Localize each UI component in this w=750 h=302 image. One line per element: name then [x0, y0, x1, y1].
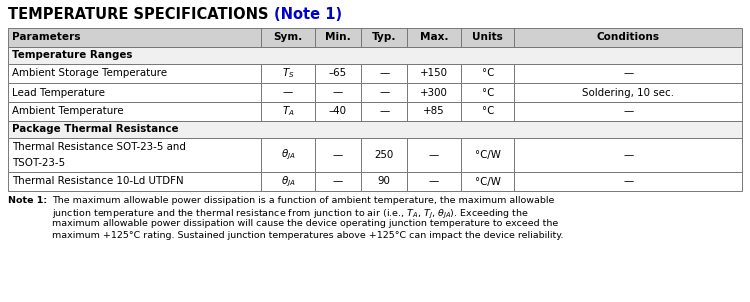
Text: Min.: Min.	[325, 33, 351, 43]
Bar	[261, 172, 315, 191]
Text: —: —	[379, 107, 389, 117]
Text: Conditions: Conditions	[597, 33, 660, 43]
Bar	[461, 83, 514, 102]
Bar	[8, 121, 742, 138]
Text: +300: +300	[420, 88, 448, 98]
Bar	[315, 64, 361, 83]
Text: $T_S$: $T_S$	[282, 67, 294, 80]
Bar	[315, 83, 361, 102]
Text: +150: +150	[420, 69, 448, 79]
Text: Max.: Max.	[420, 33, 448, 43]
Text: maximum +125°C rating. Sustained junction temperatures above +125°C can impact t: maximum +125°C rating. Sustained junctio…	[52, 230, 563, 239]
Bar	[461, 172, 514, 191]
Text: $T_A$: $T_A$	[282, 104, 294, 118]
Bar	[315, 102, 361, 121]
Text: $\theta_{JA}$: $\theta_{JA}$	[280, 174, 296, 189]
Bar	[407, 102, 461, 121]
Bar	[315, 28, 361, 47]
Text: —: —	[333, 150, 343, 160]
Bar	[8, 83, 261, 102]
Text: +85: +85	[423, 107, 445, 117]
Text: —: —	[623, 69, 633, 79]
Text: —: —	[623, 176, 633, 187]
Bar	[8, 47, 742, 64]
Text: —: —	[333, 176, 343, 187]
Text: —: —	[283, 88, 293, 98]
Bar	[461, 102, 514, 121]
Text: Temperature Ranges: Temperature Ranges	[12, 50, 132, 60]
Text: (Note 1): (Note 1)	[274, 7, 342, 22]
Bar	[407, 64, 461, 83]
Text: °C: °C	[482, 107, 494, 117]
Text: Ambient Storage Temperature: Ambient Storage Temperature	[12, 69, 167, 79]
Text: –65: –65	[328, 69, 347, 79]
Text: °C/W: °C/W	[475, 176, 500, 187]
Text: —: —	[333, 88, 343, 98]
Bar	[261, 28, 315, 47]
Text: junction temperature and the thermal resistance from junction to air (i.e., $T_A: junction temperature and the thermal res…	[52, 207, 529, 220]
Text: °C: °C	[482, 88, 494, 98]
Text: —: —	[379, 88, 389, 98]
Bar	[361, 64, 407, 83]
Bar	[514, 172, 742, 191]
Text: Thermal Resistance 10-Ld UTDFN: Thermal Resistance 10-Ld UTDFN	[12, 176, 184, 187]
Bar	[261, 138, 315, 172]
Text: °C/W: °C/W	[475, 150, 500, 160]
Bar	[261, 102, 315, 121]
Text: —: —	[623, 150, 633, 160]
Bar	[514, 83, 742, 102]
Bar	[8, 64, 261, 83]
Bar	[261, 64, 315, 83]
Text: —: —	[379, 69, 389, 79]
Bar	[361, 172, 407, 191]
Bar	[361, 83, 407, 102]
Bar	[261, 83, 315, 102]
Bar	[407, 172, 461, 191]
Bar	[407, 83, 461, 102]
Bar	[315, 172, 361, 191]
Text: 250: 250	[374, 150, 394, 160]
Text: $\theta_{JA}$: $\theta_{JA}$	[280, 148, 296, 162]
Bar	[315, 138, 361, 172]
Text: Note 1:: Note 1:	[8, 196, 47, 205]
Text: TEMPERATURE SPECIFICATIONS: TEMPERATURE SPECIFICATIONS	[8, 7, 274, 22]
Text: —: —	[429, 176, 439, 187]
Bar	[361, 28, 407, 47]
Text: —: —	[623, 107, 633, 117]
Bar	[461, 28, 514, 47]
Bar	[407, 28, 461, 47]
Text: Thermal Resistance SOT-23-5 and: Thermal Resistance SOT-23-5 and	[12, 142, 186, 152]
Text: TSOT-23-5: TSOT-23-5	[12, 159, 65, 169]
Bar	[514, 28, 742, 47]
Text: maximum allowable power dissipation will cause the device operating junction tem: maximum allowable power dissipation will…	[52, 219, 558, 228]
Bar	[407, 138, 461, 172]
Text: °C: °C	[482, 69, 494, 79]
Text: 90: 90	[378, 176, 391, 187]
Bar	[8, 102, 261, 121]
Bar	[514, 138, 742, 172]
Text: Package Thermal Resistance: Package Thermal Resistance	[12, 124, 178, 134]
Text: –40: –40	[329, 107, 347, 117]
Text: —: —	[429, 150, 439, 160]
Text: Sym.: Sym.	[274, 33, 303, 43]
Text: Units: Units	[472, 33, 503, 43]
Bar	[361, 102, 407, 121]
Text: Lead Temperature: Lead Temperature	[12, 88, 105, 98]
Bar	[8, 172, 261, 191]
Bar	[8, 28, 261, 47]
Bar	[461, 64, 514, 83]
Text: Parameters: Parameters	[12, 33, 80, 43]
Bar	[514, 102, 742, 121]
Bar	[514, 64, 742, 83]
Bar	[8, 138, 261, 172]
Text: Soldering, 10 sec.: Soldering, 10 sec.	[582, 88, 674, 98]
Bar	[361, 138, 407, 172]
Text: Ambient Temperature: Ambient Temperature	[12, 107, 124, 117]
Text: Typ.: Typ.	[372, 33, 397, 43]
Bar	[461, 138, 514, 172]
Text: The maximum allowable power dissipation is a function of ambient temperature, th: The maximum allowable power dissipation …	[52, 196, 554, 205]
